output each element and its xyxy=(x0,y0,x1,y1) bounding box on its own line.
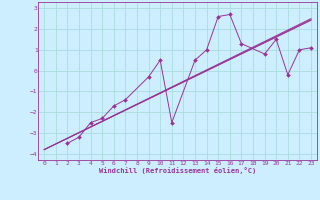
X-axis label: Windchill (Refroidissement éolien,°C): Windchill (Refroidissement éolien,°C) xyxy=(99,167,256,174)
